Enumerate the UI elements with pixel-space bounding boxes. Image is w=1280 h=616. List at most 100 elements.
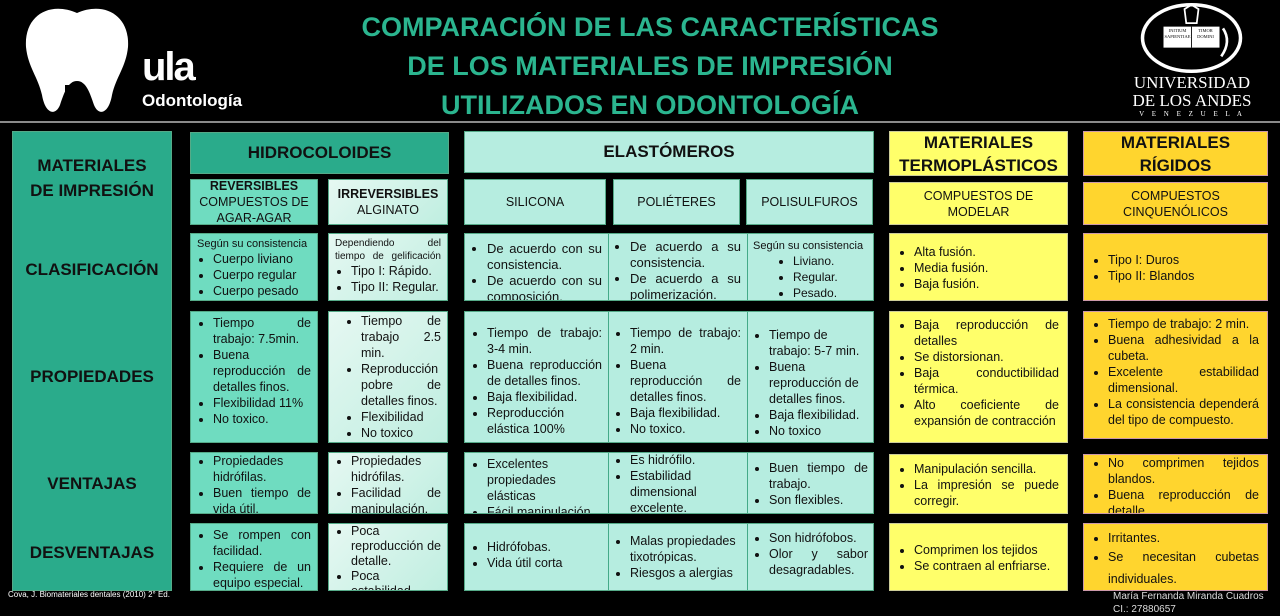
list-item: Tipo I: Rápido. (351, 263, 441, 279)
list-item: Manipulación sencilla. (914, 461, 1059, 477)
list-item: Facilidad de manipulación. (351, 485, 441, 513)
list-item: Son flexibles. (769, 492, 868, 508)
cell-desv-psf: Son hidrófobos.Olor y sabor desagradable… (747, 527, 873, 581)
list-item: Cuerpo pesado (213, 283, 311, 299)
cell-prop-psf: Tiempo de trabajo: 5-7 min.Buena reprodu… (747, 324, 873, 442)
list-item: Buena reproducción de detalle. (1108, 487, 1259, 513)
list-item: Tipo I: Duros (1108, 252, 1261, 268)
page-title: COMPARACIÓN DE LAS CARACTERÍSTICAS DE LO… (330, 8, 970, 125)
list-item: Se necesitan cubetas individuales. (1108, 546, 1259, 590)
cell-vent-termo: Manipulación sencilla.La impresión se pu… (889, 454, 1068, 514)
list-item: Se distorsionan. (914, 349, 1059, 365)
list-item: No toxico. (213, 411, 311, 427)
divider (747, 453, 748, 513)
divider (608, 312, 609, 442)
cell-vent-irr: Propiedades hidrófilas.Facilidad de mani… (328, 452, 448, 514)
list-item: Poca estabilidad dimensional (351, 569, 441, 590)
cell-intro: Dependiendo del tiempo de gelificación (335, 238, 441, 262)
title-line: UTILIZADOS EN ODONTOLOGÍA (441, 90, 859, 120)
list-item: Buena reproducción de detalles finos. (213, 347, 311, 395)
list-item: Se contraen al enfriarse. (914, 558, 1059, 574)
list-item: Malas propiedades tixotrópicas. (630, 533, 741, 565)
cell-prop-rigid: Tiempo de trabajo: 2 min.Buena adhesivid… (1083, 311, 1268, 439)
list-item: La consistencia dependerá del tipo de co… (1108, 396, 1259, 428)
list-item: Flexibilidad (361, 409, 441, 425)
list-item: Liviano. (793, 253, 868, 269)
list-item: Alta fusión. (914, 244, 1061, 260)
group-elastomeros: ELASTÓMEROS (464, 131, 874, 173)
seal-line: DE LOS ANDES (1132, 91, 1252, 110)
list-item: Se rompen con facilidad. (213, 527, 311, 559)
list-item: Baja flexibilidad. (487, 389, 602, 405)
cell-vent-sil: Excelentes propiedades elásticasFácil ma… (465, 453, 608, 513)
list-item: Poca reproducción de detalle. (351, 524, 441, 569)
list-item: Estabilidad dimensional excelente. (630, 468, 741, 513)
seal-line: V E N E Z U E L A (1139, 110, 1245, 118)
header-divider (0, 121, 1280, 123)
cell-prop-pol: Tiempo de trabajo: 2 min.Buena reproducc… (608, 322, 747, 440)
sub-polisulfuros: POLISULFUROS (746, 179, 873, 225)
cell-clasif-termo: Alta fusión.Media fusión.Baja fusión. (889, 233, 1068, 301)
cell-desv-termo: Comprimen los tejidosSe contraen al enfr… (889, 523, 1068, 591)
list-item: Riesgos a alergias (630, 565, 741, 581)
cell-desv-rigid: Irritantes.Se necesitan cubetas individu… (1083, 523, 1268, 591)
list-item: No toxico (769, 423, 868, 439)
list-item: Excelentes propiedades elásticas (487, 456, 602, 504)
sub-reversibles: REVERSIBLES COMPUESTOS DE AGAR-AGAR (190, 179, 318, 225)
list-item: Buena reproducción de detalles finos. (487, 357, 602, 389)
list-item: Irritantes. (1108, 530, 1259, 546)
list-item: Buen tiempo de trabajo. (769, 460, 868, 492)
list-item: Buena reproducción de detalles finos. (769, 359, 868, 407)
tooth-icon (25, 8, 129, 115)
cell-intro: Según su consistencia (197, 238, 308, 250)
cell-clasif-sil: De acuerdo con su consistencia.De acuerd… (465, 238, 608, 300)
list-item: Reproducción elástica 100% (487, 405, 602, 437)
cell-clasif-rigid: Tipo I: DurosTipo II: Blandos (1083, 233, 1268, 301)
divider (608, 524, 609, 590)
divider (747, 312, 748, 442)
cell-vent-psf: Buen tiempo de trabajo.Son flexibles. (747, 457, 873, 511)
row-label-desventajas: DESVENTAJAS (29, 543, 155, 562)
cell-intro: Según su consistencia (753, 240, 864, 252)
list-item: Reproducción pobre de detalles finos. (361, 361, 441, 409)
list-item: No comprimen tejidos blandos. (1108, 455, 1259, 487)
list-item: Tiempo de trabajo: 5-7 min. (769, 327, 868, 359)
list-item: Tiempo de trabajo: 7.5min. (213, 315, 311, 347)
elast-prop-row: Tiempo de trabajo: 3-4 min.Buena reprodu… (464, 311, 874, 443)
seal-emblem-icon (1140, 3, 1243, 73)
list-item: Tiempo de trabajo: 2 min. (630, 325, 741, 357)
list-item: Baja flexibilidad. (769, 407, 868, 423)
list-item: Cuerpo regular (213, 267, 311, 283)
book-right-text: TIMOR DOMINI (1197, 28, 1214, 39)
sub-desc: COMPUESTOS DE AGAR-AGAR (199, 195, 309, 225)
list-item: Regular. (793, 269, 868, 285)
list-item: Tiempo de trabajo: 3-4 min. (487, 325, 602, 357)
sub-title: REVERSIBLES (209, 179, 299, 193)
title-line: DE LOS MATERIALES DE IMPRESIÓN (407, 51, 893, 81)
elast-vent-row: Excelentes propiedades elásticasFácil ma… (464, 452, 874, 514)
list-item: Excelente estabilidad dimensional. (1108, 364, 1259, 396)
list-item: De acuerdo con su composición. (487, 273, 602, 300)
group-hidrocoloides: HIDROCOLOIDES (190, 132, 449, 174)
cell-clasif-pol: De acuerdo a su consistencia.De acuerdo … (608, 236, 747, 300)
row-labels-column (12, 131, 172, 591)
list-item: La impresión se puede corregir. (914, 477, 1059, 509)
list-item: Tiempo de trabajo 2.5 min. (361, 313, 441, 361)
list-item: Media fusión. (914, 260, 1061, 276)
cell-prop-termo: Baja reproducción de detallesSe distorsi… (889, 311, 1068, 443)
list-item: Pesado. (793, 285, 868, 300)
list-item: Baja reproducción de detalles (914, 317, 1059, 349)
logo-brand: ula (142, 45, 196, 89)
list-item: Propiedades hidrófilas. (351, 453, 441, 485)
row-label-ventajas: VENTAJAS (47, 474, 137, 493)
list-item: Fácil manipulación. (487, 504, 602, 513)
cell-desv-pol: Malas propiedades tixotrópicas.Riesgos a… (608, 530, 747, 584)
sub-silicona: SILICONA (464, 179, 606, 225)
divider (608, 453, 609, 513)
cell-vent-pol: Es hidrófilo.Estabilidad dimensional exc… (608, 453, 747, 513)
list-item: Buen tiempo de vida útil. (213, 485, 311, 513)
row-label-propiedades: PROPIEDADES (30, 367, 154, 386)
cell-desv-sil: Hidrófobas.Vida útil corta (465, 536, 608, 574)
author-name: María Fernanda Miranda Cuadros (1113, 591, 1264, 602)
list-item: Baja flexibilidad. (630, 405, 741, 421)
